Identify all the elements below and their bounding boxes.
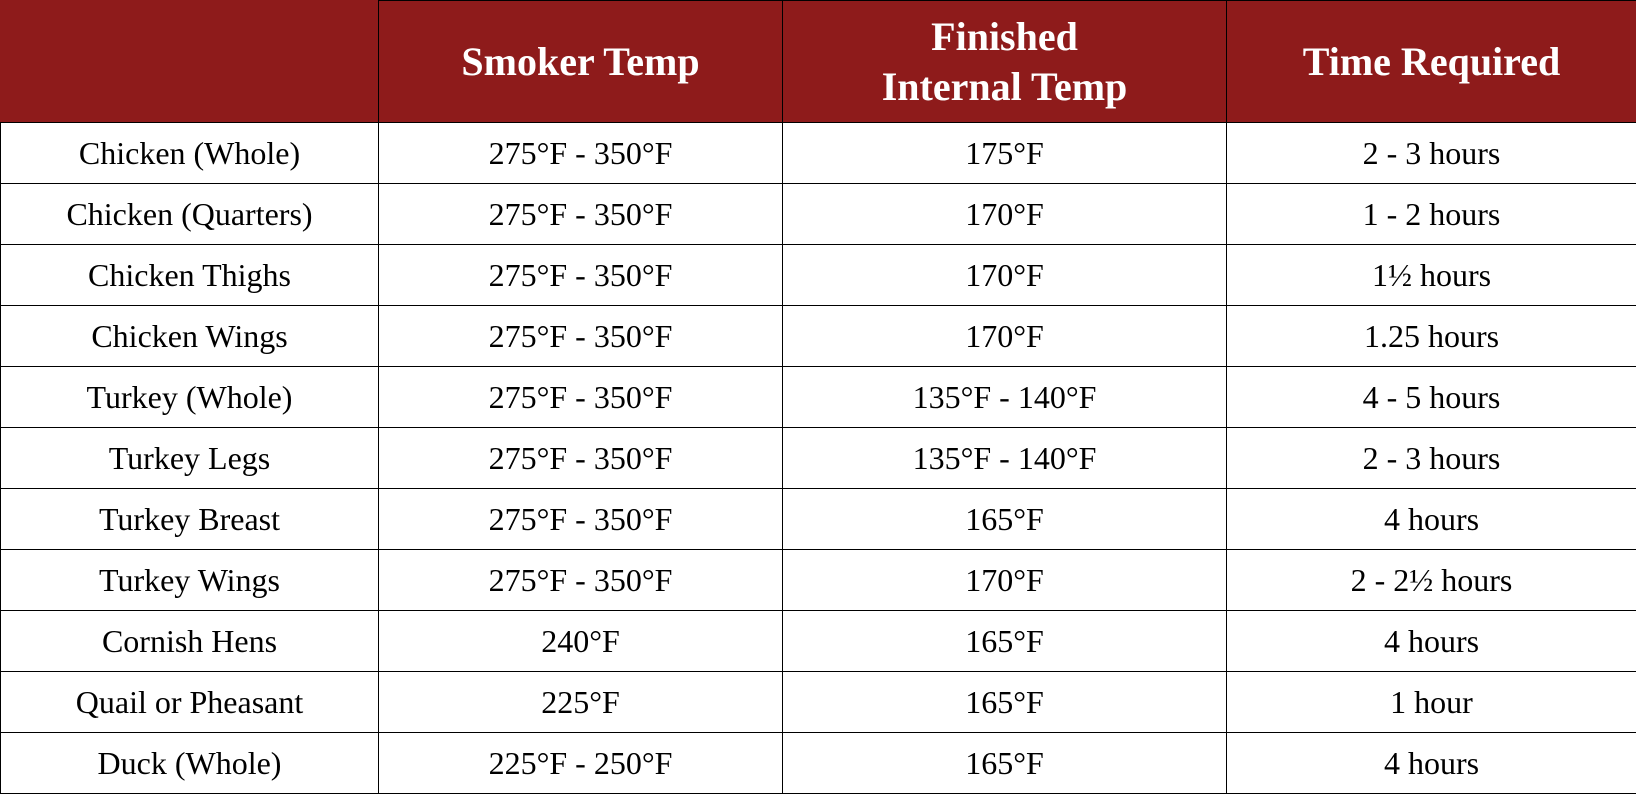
col-header-1: Smoker Temp	[379, 1, 783, 123]
table-cell: 4 hours	[1227, 489, 1636, 550]
table-cell: 135°F - 140°F	[783, 367, 1227, 428]
table-cell: 275°F - 350°F	[379, 123, 783, 184]
table-row: Quail or Pheasant225°F165°F1 hour	[1, 672, 1636, 733]
table-cell: 275°F - 350°F	[379, 245, 783, 306]
header-row: Smoker TempFinishedInternal TempTime Req…	[1, 1, 1636, 123]
table-cell: Turkey Wings	[1, 550, 379, 611]
table-cell: 225°F	[379, 672, 783, 733]
table-cell: Chicken (Whole)	[1, 123, 379, 184]
table-row: Chicken Thighs275°F - 350°F170°F1½ hours	[1, 245, 1636, 306]
table-cell: 275°F - 350°F	[379, 306, 783, 367]
table-cell: Chicken Thighs	[1, 245, 379, 306]
table-cell: 2 - 3 hours	[1227, 428, 1636, 489]
table-cell: 175°F	[783, 123, 1227, 184]
table-cell: 170°F	[783, 184, 1227, 245]
col-header-0	[1, 1, 379, 123]
table-cell: 275°F - 350°F	[379, 367, 783, 428]
table-head: Smoker TempFinishedInternal TempTime Req…	[1, 1, 1636, 123]
table-cell: 1.25 hours	[1227, 306, 1636, 367]
table-row: Chicken Wings275°F - 350°F170°F1.25 hour…	[1, 306, 1636, 367]
table-cell: 165°F	[783, 672, 1227, 733]
table-cell: Turkey Legs	[1, 428, 379, 489]
smoking-temperature-table: Smoker TempFinishedInternal TempTime Req…	[0, 0, 1636, 794]
table-cell: 275°F - 350°F	[379, 489, 783, 550]
table-row: Chicken (Quarters)275°F - 350°F170°F1 - …	[1, 184, 1636, 245]
table-cell: Quail or Pheasant	[1, 672, 379, 733]
table-cell: 165°F	[783, 489, 1227, 550]
table-row: Turkey Breast275°F - 350°F165°F4 hours	[1, 489, 1636, 550]
table-cell: 4 hours	[1227, 733, 1636, 794]
table-cell: 135°F - 140°F	[783, 428, 1227, 489]
table-cell: 240°F	[379, 611, 783, 672]
table-cell: 4 hours	[1227, 611, 1636, 672]
col-header-3: Time Required	[1227, 1, 1636, 123]
table-cell: Chicken Wings	[1, 306, 379, 367]
table-cell: 275°F - 350°F	[379, 184, 783, 245]
table-cell: 1 hour	[1227, 672, 1636, 733]
table-cell: 165°F	[783, 733, 1227, 794]
table-cell: 1 - 2 hours	[1227, 184, 1636, 245]
table-row: Turkey Wings275°F - 350°F170°F2 - 2½ hou…	[1, 550, 1636, 611]
table-cell: 1½ hours	[1227, 245, 1636, 306]
table-cell: 4 - 5 hours	[1227, 367, 1636, 428]
table-body: Chicken (Whole)275°F - 350°F175°F2 - 3 h…	[1, 123, 1636, 794]
table-cell: Chicken (Quarters)	[1, 184, 379, 245]
table-cell: 275°F - 350°F	[379, 550, 783, 611]
table-cell: 170°F	[783, 245, 1227, 306]
table-cell: 2 - 2½ hours	[1227, 550, 1636, 611]
table-cell: 170°F	[783, 306, 1227, 367]
table-row: Turkey Legs275°F - 350°F135°F - 140°F2 -…	[1, 428, 1636, 489]
col-header-2: FinishedInternal Temp	[783, 1, 1227, 123]
table-cell: Turkey (Whole)	[1, 367, 379, 428]
table-cell: 225°F - 250°F	[379, 733, 783, 794]
table-row: Cornish Hens240°F165°F4 hours	[1, 611, 1636, 672]
table-row: Chicken (Whole)275°F - 350°F175°F2 - 3 h…	[1, 123, 1636, 184]
table-row: Duck (Whole)225°F - 250°F165°F4 hours	[1, 733, 1636, 794]
table-cell: 165°F	[783, 611, 1227, 672]
table-cell: Turkey Breast	[1, 489, 379, 550]
table-row: Turkey (Whole)275°F - 350°F135°F - 140°F…	[1, 367, 1636, 428]
table-cell: 170°F	[783, 550, 1227, 611]
table-cell: 2 - 3 hours	[1227, 123, 1636, 184]
table-cell: Duck (Whole)	[1, 733, 379, 794]
table-cell: Cornish Hens	[1, 611, 379, 672]
table-cell: 275°F - 350°F	[379, 428, 783, 489]
